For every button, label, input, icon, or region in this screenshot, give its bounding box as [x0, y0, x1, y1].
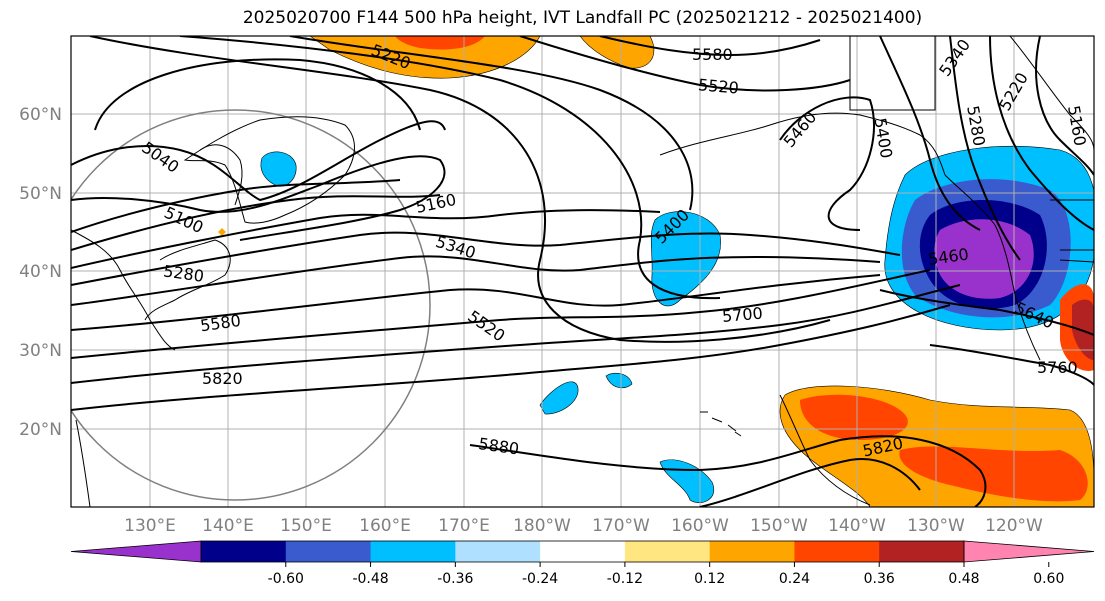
colorbar-segment [201, 541, 287, 562]
lon-label: 170°W [592, 516, 650, 536]
contour-label: 5760 [1037, 358, 1078, 377]
colorbar-tick-label: -0.36 [437, 571, 473, 587]
lon-label: 180°W [513, 516, 571, 536]
contour-labels: 5220 5580 5520 5460 5400 5340 5280 5220 … [138, 36, 1090, 461]
lon-label: 160°W [671, 516, 729, 536]
colorbar-extend-min [70, 540, 202, 563]
lat-label: 50°N [19, 184, 62, 204]
colorbar-segment [455, 541, 541, 562]
map-border [70, 35, 1095, 508]
lon-label: 140°W [828, 516, 886, 536]
graticule [71, 36, 1094, 507]
map-title: 2025020700 F144 500 hPa height, IVT Land… [242, 8, 923, 28]
contour-label: 5520 [697, 75, 739, 97]
coastlines [71, 36, 1094, 507]
colorbar-segment [540, 541, 626, 562]
colorbar-tick-label: 0.24 [779, 571, 810, 587]
colorbar-tick-label: -0.48 [352, 571, 388, 587]
lat-label: 20°N [19, 420, 62, 440]
lon-label: 130°E [124, 516, 176, 536]
longitude-labels: 130°E 140°E 150°E 160°E 170°E 180°W 170°… [124, 516, 1043, 536]
colorbar-tick-label: 0.36 [864, 571, 895, 587]
lon-label: 150°W [750, 516, 808, 536]
colorbar-tick-label: -0.60 [268, 571, 304, 587]
lon-label: 170°E [438, 516, 490, 536]
colorbar-segment [624, 541, 711, 562]
lon-label: 120°W [985, 516, 1043, 536]
latitude-labels: 60°N 50°N 40°N 30°N 20°N [19, 105, 62, 440]
colorbar-segment [285, 541, 372, 562]
colorbar-tick-label: 0.60 [1033, 571, 1064, 587]
colorbar-tick-label: 0.48 [948, 571, 979, 587]
colorbar-segment [794, 541, 880, 562]
contour-label: 5820 [202, 369, 243, 388]
colorbar [70, 540, 1095, 563]
colorbar-extend-max [963, 540, 1095, 563]
lon-label: 150°E [280, 516, 332, 536]
contour-label: 5700 [721, 303, 763, 325]
colorbar-tick-label: -0.24 [522, 571, 558, 587]
lat-label: 30°N [19, 341, 62, 361]
contour-label: 5580 [692, 45, 733, 64]
lat-label: 60°N [19, 105, 62, 125]
lon-label: 140°E [202, 516, 254, 536]
colorbar-tick-label: -0.12 [607, 571, 643, 587]
colorbar-tick-label: 0.12 [694, 571, 725, 587]
lon-label: 160°E [359, 516, 411, 536]
colorbar-segment [370, 541, 456, 562]
lon-label: 130°W [907, 516, 965, 536]
height-contours [71, 36, 1094, 507]
colorbar-segment [879, 541, 965, 562]
lat-label: 40°N [19, 262, 62, 282]
colorbar-segment [709, 541, 795, 562]
reference-circle [71, 109, 431, 501]
colorbar-outline [200, 540, 965, 563]
colorbar-ticks: -0.60 -0.48 -0.36 -0.24 -0.12 0.12 0.24 0.36 0.4… [268, 562, 1064, 587]
